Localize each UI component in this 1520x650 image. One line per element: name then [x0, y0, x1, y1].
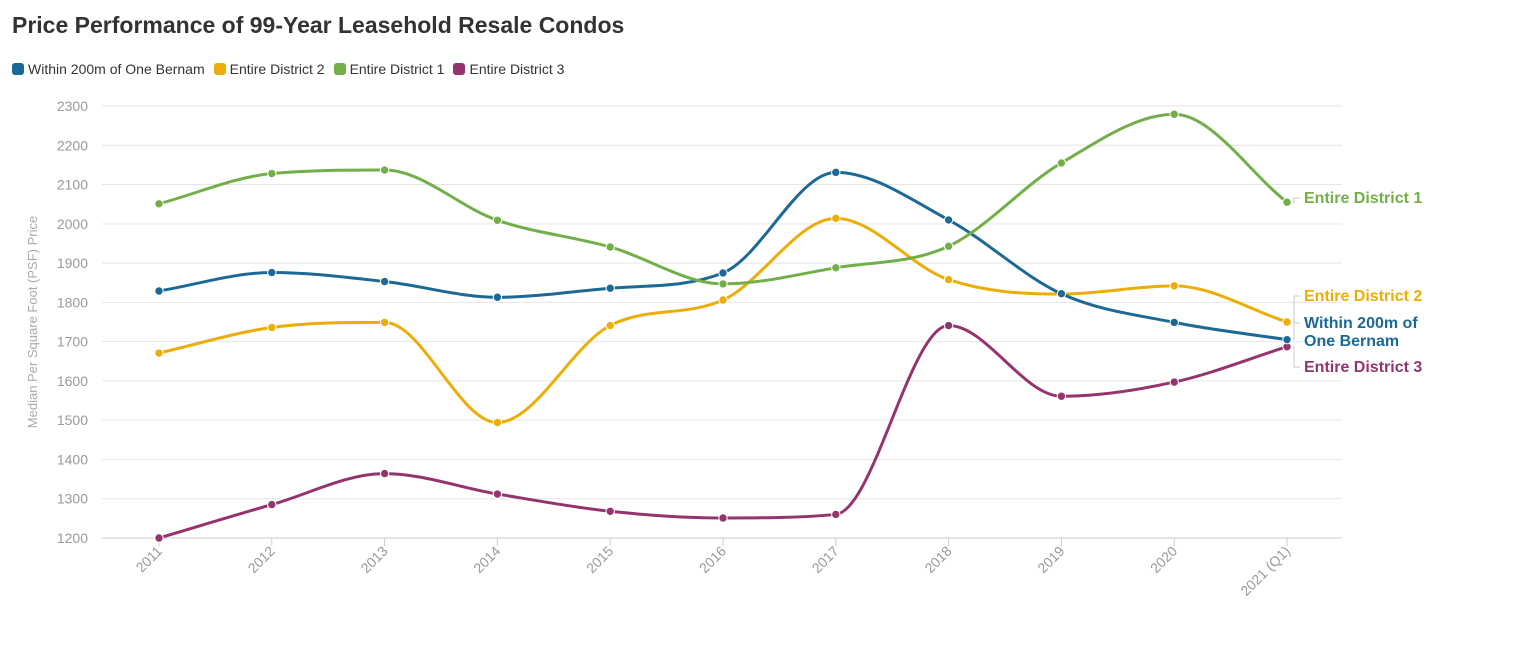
data-point	[379, 317, 390, 328]
series-end-label: Within 200m of	[1304, 315, 1418, 332]
data-point	[718, 513, 728, 523]
data-point	[154, 348, 164, 358]
legend-label: Entire District 1	[349, 61, 445, 77]
data-point	[605, 242, 615, 252]
label-connector	[1293, 295, 1300, 323]
data-point	[831, 509, 841, 520]
data-point	[1282, 317, 1292, 327]
legend-item-district-2[interactable]: Entire District 2	[213, 61, 325, 77]
x-tick-label: 2017	[809, 543, 842, 576]
label-connector	[1293, 197, 1300, 203]
data-point	[1282, 197, 1292, 207]
data-point	[831, 167, 841, 178]
y-axis-title: Median Per Square Foot (PSF) Price	[25, 216, 40, 428]
y-tick-label: 2200	[57, 137, 88, 153]
data-point	[154, 533, 164, 543]
data-point	[718, 295, 728, 305]
legend-swatch	[453, 63, 466, 75]
data-point	[267, 499, 277, 510]
series-end-label: Entire District 3	[1304, 359, 1422, 376]
data-point	[1169, 281, 1179, 291]
data-point	[492, 292, 503, 302]
data-point	[831, 263, 841, 273]
data-point	[1056, 391, 1067, 401]
x-tick-label: 2021 (Q1)	[1237, 543, 1293, 599]
legend-item-district-1[interactable]: Entire District 1	[333, 61, 445, 77]
legend: Within 200m of One Bernam Entire Distric…	[12, 61, 573, 77]
y-tick-label: 1700	[57, 334, 88, 350]
x-tick-label: 2011	[133, 543, 166, 576]
data-point	[492, 417, 503, 428]
y-tick-label: 2100	[57, 177, 88, 193]
y-tick-label: 1400	[57, 451, 88, 467]
y-tick-label: 2000	[57, 216, 88, 232]
data-point	[718, 279, 728, 289]
x-tick-label: 2019	[1034, 543, 1067, 576]
series-end-label: Entire District 2	[1304, 288, 1422, 305]
legend-swatch	[12, 63, 24, 75]
data-point	[492, 489, 503, 499]
series-line	[157, 170, 1289, 342]
data-point	[379, 468, 390, 479]
series-end-label: One Bernam	[1304, 333, 1399, 350]
data-point	[943, 274, 954, 285]
data-point	[379, 276, 390, 287]
legend-item-one-bernam[interactable]: Within 200m of One Bernam	[12, 61, 205, 77]
series-end-label: Entire District 1	[1304, 190, 1422, 207]
x-tick-label: 2015	[583, 543, 616, 576]
data-point	[605, 283, 615, 293]
chart-title: Price Performance of 99-Year Leasehold R…	[12, 12, 625, 38]
data-point	[154, 286, 164, 296]
data-point	[1169, 109, 1179, 119]
series-line	[157, 324, 1289, 540]
legend-label: Entire District 3	[469, 61, 565, 77]
data-point	[1056, 158, 1067, 168]
y-tick-label: 1200	[57, 530, 88, 546]
x-tick-label: 2020	[1147, 543, 1180, 576]
data-point	[605, 506, 615, 516]
data-point	[379, 165, 390, 175]
y-tick-label: 1800	[57, 294, 88, 310]
data-point	[267, 267, 277, 278]
data-point	[1056, 289, 1067, 299]
x-tick-label: 2013	[357, 543, 390, 576]
legend-swatch	[213, 63, 226, 75]
x-tick-label: 2018	[921, 543, 954, 576]
y-tick-label: 1900	[57, 255, 88, 271]
legend-swatch	[333, 63, 346, 75]
data-point	[831, 213, 841, 224]
data-point	[943, 241, 954, 251]
y-tick-label: 1600	[57, 373, 88, 389]
data-point	[943, 215, 954, 225]
data-point	[1169, 317, 1179, 328]
x-tick-label: 2012	[245, 543, 278, 576]
x-tick-label: 2014	[470, 543, 503, 576]
data-point	[154, 199, 164, 209]
y-tick-label: 1500	[57, 412, 88, 428]
data-point	[267, 322, 277, 333]
data-point	[943, 320, 954, 331]
data-point	[605, 320, 615, 331]
label-connector	[1293, 346, 1300, 368]
x-tick-label: 2016	[696, 543, 729, 576]
data-point	[492, 215, 503, 225]
legend-label: Entire District 2	[229, 61, 325, 77]
y-tick-label: 2300	[57, 98, 88, 114]
data-point	[1282, 334, 1292, 345]
label-connector	[1293, 322, 1300, 341]
data-point	[718, 268, 728, 278]
legend-label: Within 200m of One Bernam	[28, 61, 205, 77]
legend-item-district-3[interactable]: Entire District 3	[453, 61, 564, 77]
series-line	[157, 112, 1289, 286]
data-point	[267, 168, 277, 179]
y-tick-label: 1300	[57, 491, 88, 507]
data-point	[1169, 377, 1179, 387]
